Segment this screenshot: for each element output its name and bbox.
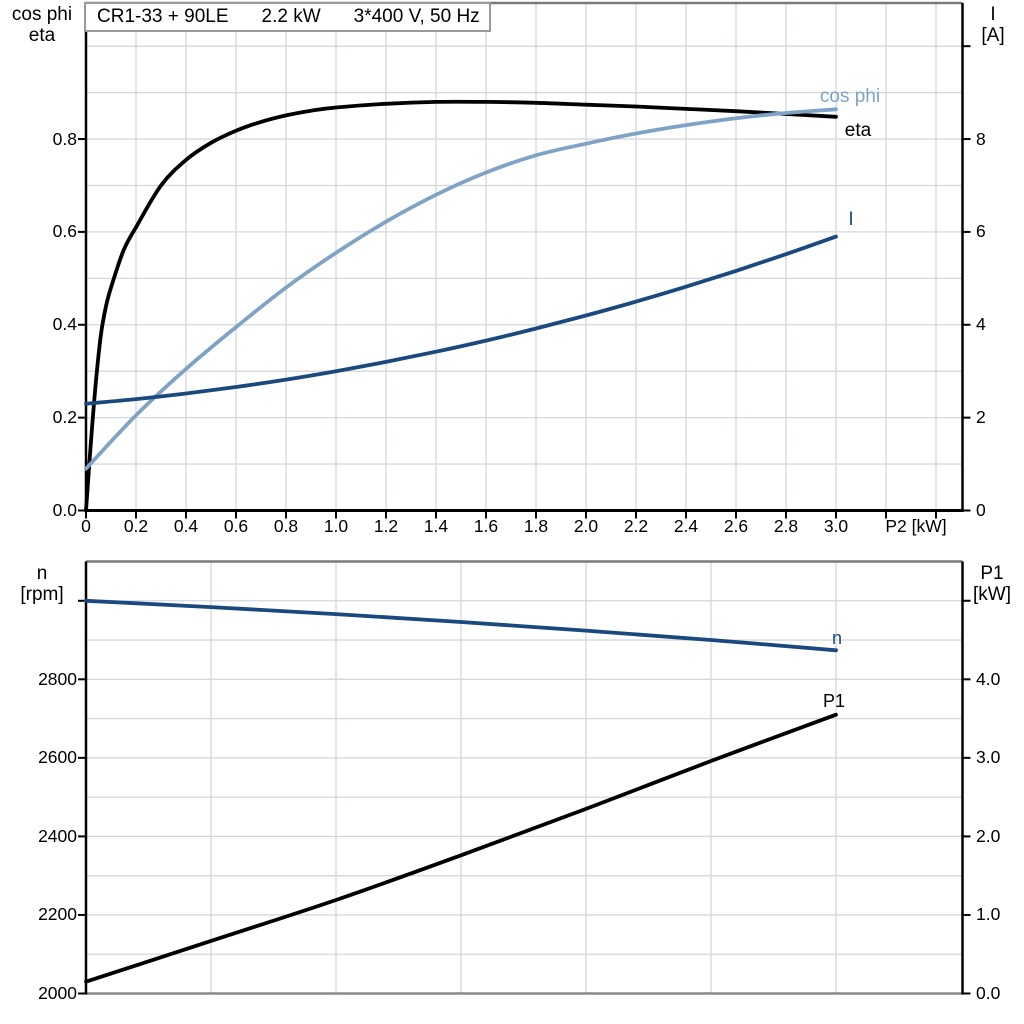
left-axis-tick-label: 0.8: [52, 128, 77, 149]
left-axis-tick-label: 2200: [38, 904, 77, 925]
current-axis-unit: [A]: [981, 25, 1005, 46]
x-axis-tick-label: 2.8: [773, 516, 799, 536]
cos-phi-curve: [84, 107, 838, 471]
right-axis-tick-label: 8: [976, 128, 986, 149]
x-axis-tick-label: 2.0: [573, 516, 599, 536]
bottom-left-axis-title: n [rpm]: [0, 563, 84, 605]
p1-axis-unit: [kW]: [973, 584, 1011, 605]
title-power-rating: 2.2 kW: [261, 6, 321, 27]
x-axis-tick-label: 0.2: [123, 516, 149, 536]
bottom-right-axis-title: P1 [kW]: [960, 563, 1024, 605]
right-axis-tick-label: 1.0: [976, 904, 1001, 925]
right-axis-tick-label: 4: [976, 314, 986, 335]
right-axis-tick-label: 0.0: [976, 983, 1001, 1003]
left-axis-tick-label: 0.6: [52, 221, 77, 242]
current-curve-label: I: [848, 209, 854, 230]
p1-axis-title: P1: [980, 563, 1004, 584]
eta-curve-label: eta: [844, 120, 872, 141]
x-axis-tick-label: 0.8: [273, 516, 299, 536]
x-axis-tick-label: 1.8: [523, 516, 549, 536]
x-axis-tick-label: 2.4: [673, 516, 699, 536]
x-axis-tick-label: 0: [81, 516, 91, 536]
right-axis-tick-label: 4.0: [976, 668, 1001, 689]
right-axis-tick-label: 6: [976, 221, 986, 242]
x-axis-tick-label: 2.2: [623, 516, 649, 536]
cos-phi-curve-label: cos phi: [819, 86, 881, 107]
right-axis-tick-label: 2.0: [976, 825, 1001, 846]
speed-axis-title: n: [36, 563, 48, 584]
p1-curve-label: P1: [822, 691, 846, 711]
x-axis-tick-label: 1.0: [323, 516, 349, 536]
left-axis-tick-label: 0.2: [52, 407, 77, 428]
x-axis-tick-label: 1.4: [423, 516, 449, 536]
left-axis-tick-label: 2600: [38, 747, 77, 768]
i-curve: [84, 234, 838, 406]
title-voltage-frequency: 3*400 V, 50 Hz: [353, 6, 480, 27]
x-axis-tick-label: 0.4: [173, 516, 199, 536]
right-axis-tick-label: 2: [976, 407, 986, 428]
cos-phi-axis-title: cos phi: [11, 4, 73, 25]
x-axis-tick-label: 1.6: [473, 516, 499, 536]
n-curve: [84, 598, 838, 653]
speed-axis-unit: [rpm]: [20, 584, 64, 605]
top-left-axis-title: cos phi eta: [0, 4, 84, 46]
right-axis-tick-label: 3.0: [976, 747, 1001, 768]
p1-curve: [84, 712, 838, 984]
top-right-axis-title: I [A]: [962, 4, 1024, 46]
left-axis-tick-label: 0.0: [52, 500, 77, 520]
x-axis-tick-label: 2.6: [723, 516, 749, 536]
x-axis-tick-label: 0.6: [223, 516, 249, 536]
x-axis-tick-label: 3.0: [823, 516, 849, 536]
right-axis-tick-label: 0: [976, 500, 986, 520]
title-pump-model: CR1-33 + 90LE: [97, 6, 229, 27]
speed-curve-label: n: [831, 628, 843, 648]
left-axis-tick-label: 2800: [38, 668, 77, 689]
left-axis-tick-label: 2400: [38, 825, 77, 846]
x-axis-tick-label: 1.2: [373, 516, 399, 536]
left-axis-tick-label: 0.4: [52, 314, 77, 335]
chart-title-box: CR1-33 + 90LE 2.2 kW 3*400 V, 50 Hz: [84, 2, 491, 32]
x-axis-unit-label: P2 [kW]: [885, 516, 947, 536]
eta-axis-title: eta: [28, 25, 56, 46]
left-axis-tick-label: 2000: [38, 983, 77, 1003]
current-axis-title: I: [990, 4, 996, 25]
eta-curve: [84, 99, 838, 513]
